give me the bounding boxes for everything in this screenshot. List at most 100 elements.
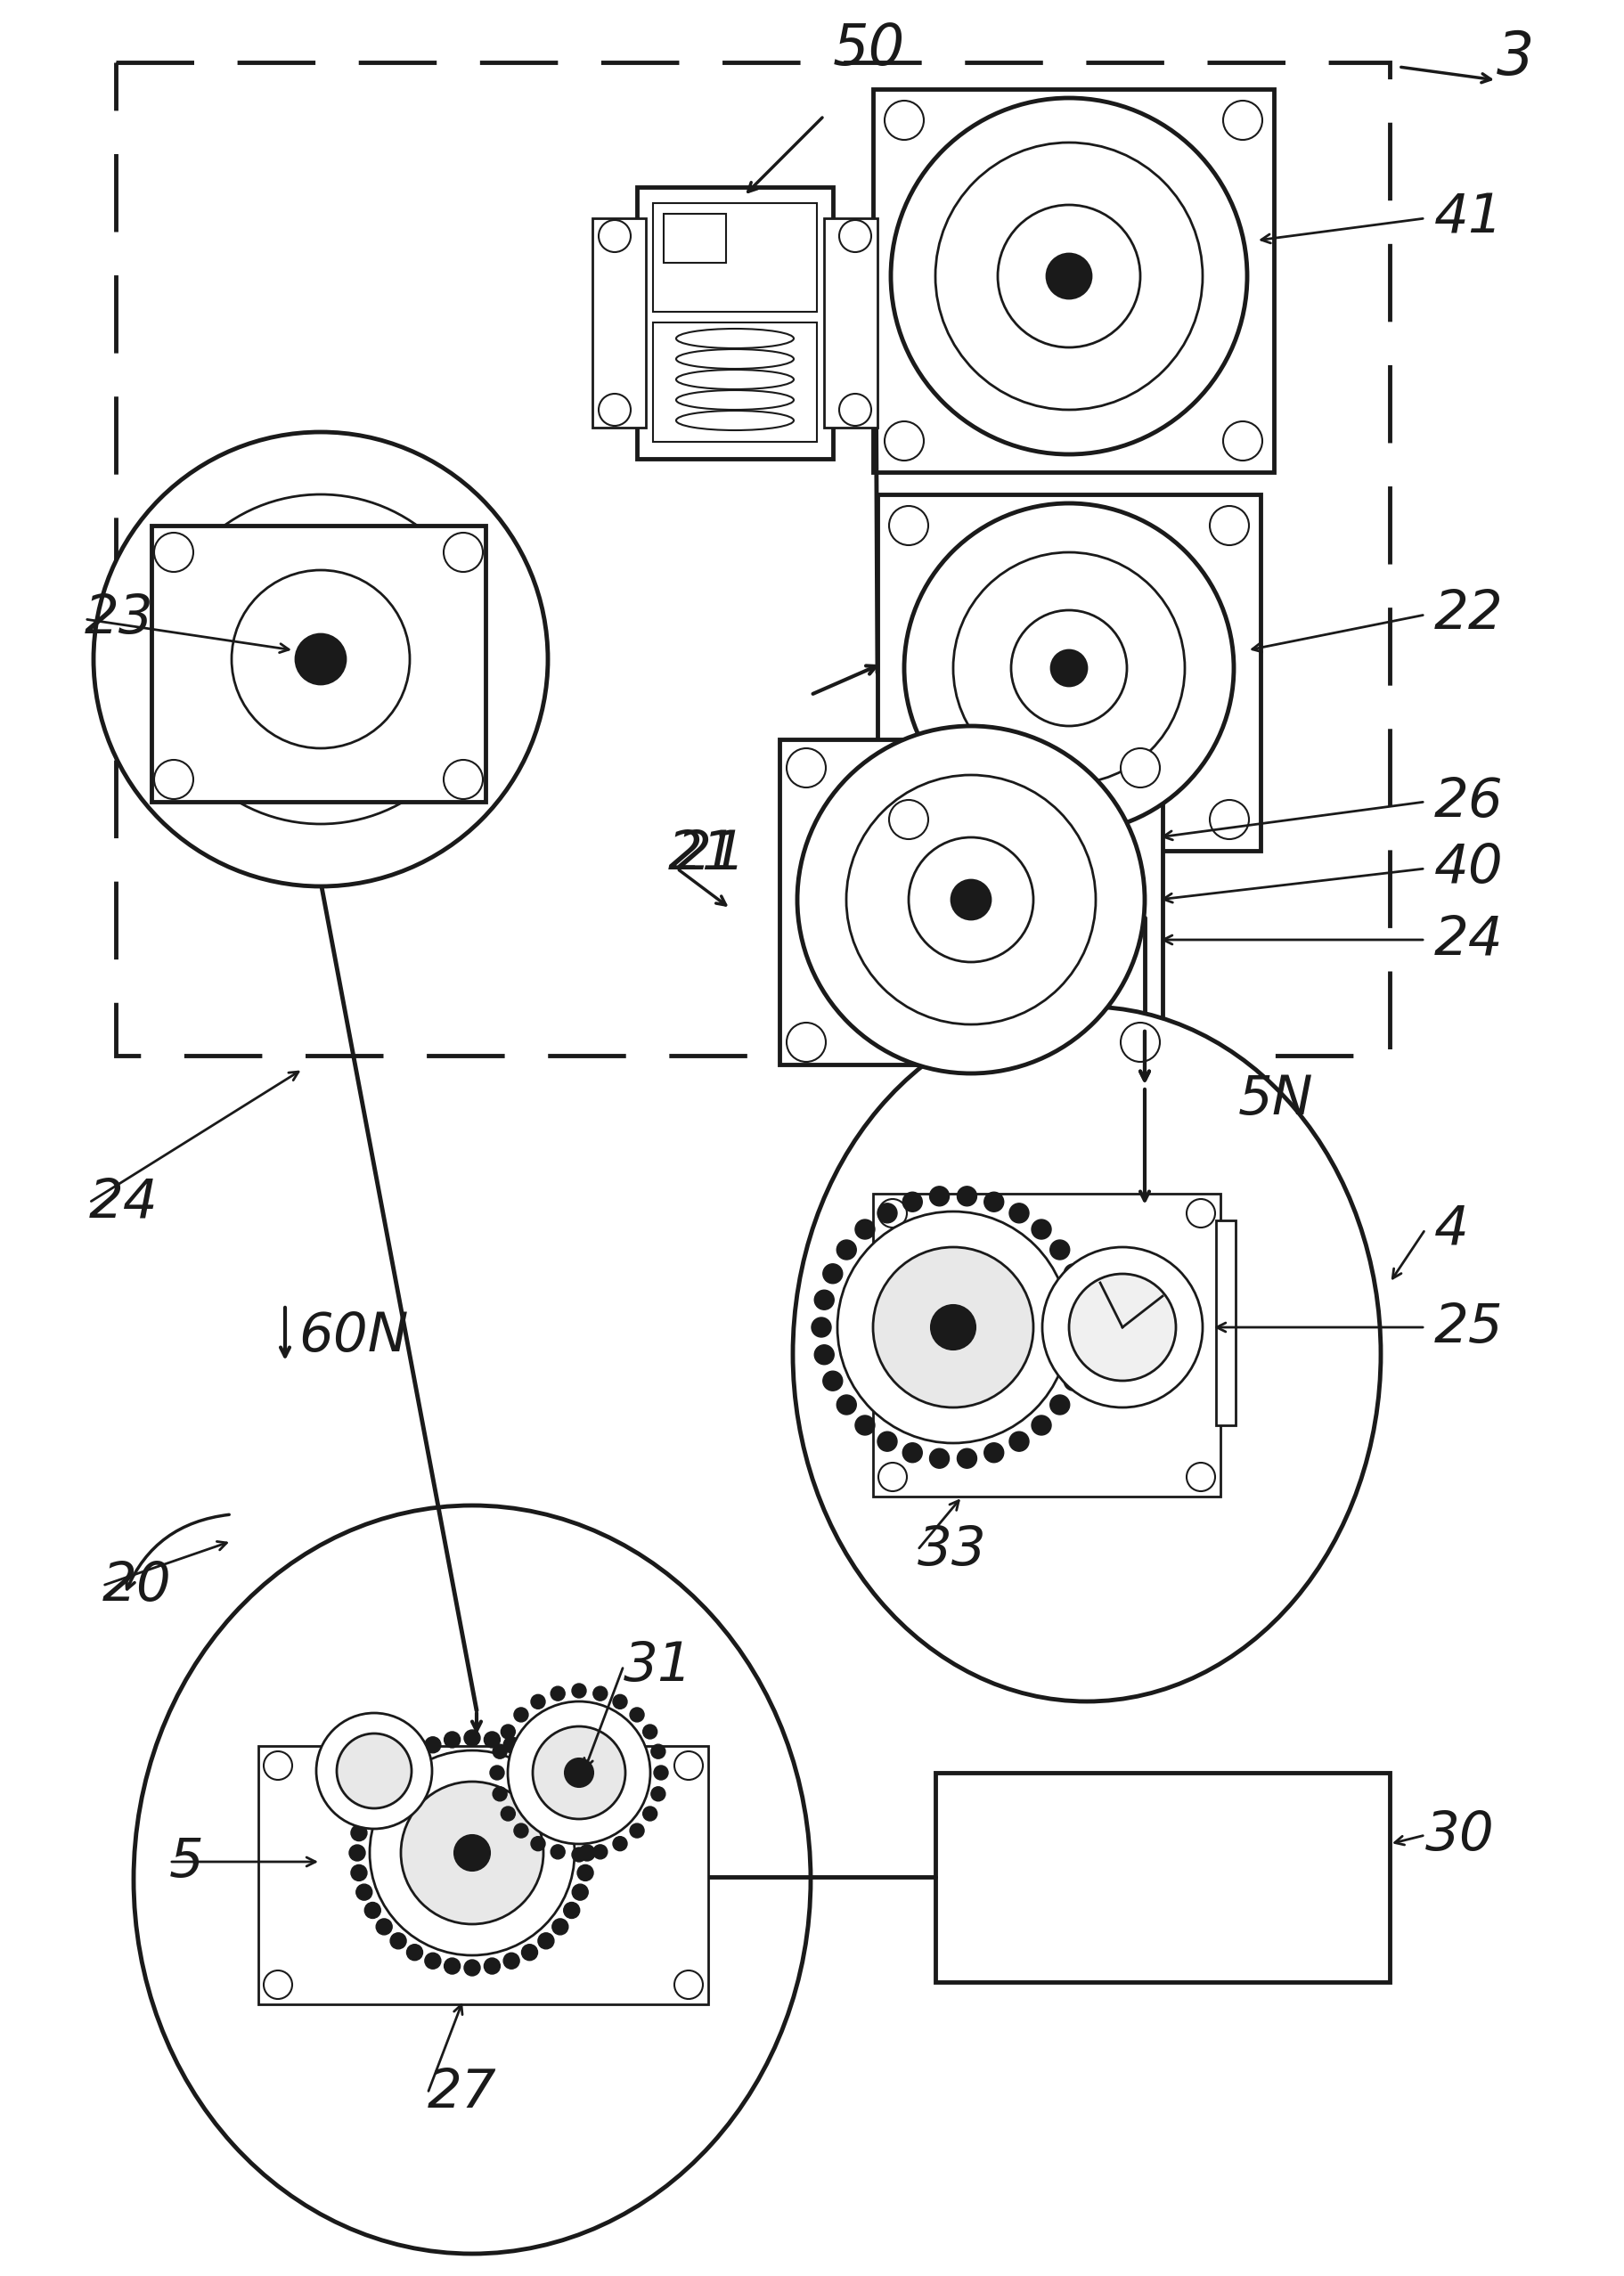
Circle shape: [997, 205, 1140, 348]
Bar: [653, 323, 817, 442]
Bar: [877, 494, 1260, 851]
Circle shape: [564, 1787, 580, 1803]
Circle shape: [154, 533, 193, 571]
Circle shape: [424, 1737, 440, 1753]
Circle shape: [503, 1953, 520, 1969]
Circle shape: [1010, 610, 1127, 726]
Circle shape: [406, 1746, 422, 1762]
Circle shape: [443, 760, 482, 799]
Circle shape: [1121, 1022, 1160, 1063]
Circle shape: [552, 1771, 568, 1787]
Circle shape: [984, 1443, 1004, 1463]
Circle shape: [814, 1345, 833, 1366]
Circle shape: [674, 1750, 703, 1780]
Circle shape: [674, 1971, 703, 1998]
Circle shape: [490, 1766, 503, 1780]
Circle shape: [232, 569, 409, 749]
Circle shape: [872, 1247, 1033, 1407]
Circle shape: [296, 635, 346, 685]
Circle shape: [564, 1903, 580, 1919]
Circle shape: [929, 1448, 948, 1468]
Circle shape: [854, 1416, 874, 1436]
Circle shape: [375, 1919, 391, 1935]
Circle shape: [317, 1714, 432, 1830]
Bar: [593, 218, 645, 428]
Circle shape: [1121, 749, 1160, 787]
Circle shape: [883, 421, 924, 460]
Bar: [872, 89, 1273, 471]
Circle shape: [1049, 1240, 1069, 1259]
Text: 41: 41: [1434, 191, 1502, 244]
Circle shape: [797, 726, 1143, 1074]
Circle shape: [593, 1687, 607, 1700]
Circle shape: [464, 1960, 481, 1976]
Circle shape: [786, 1022, 825, 1063]
Circle shape: [1049, 1395, 1069, 1416]
Circle shape: [598, 394, 630, 426]
Circle shape: [651, 1787, 664, 1800]
Text: 4: 4: [1434, 1204, 1468, 1256]
Circle shape: [854, 1220, 874, 1238]
Circle shape: [577, 1864, 593, 1880]
Text: 27: 27: [427, 2067, 497, 2119]
Circle shape: [838, 394, 870, 426]
Bar: [872, 1193, 1220, 1498]
Circle shape: [521, 1944, 538, 1960]
Text: 30: 30: [1424, 1809, 1494, 1862]
Circle shape: [484, 1732, 500, 1748]
Bar: [1215, 1220, 1234, 1425]
Circle shape: [577, 1825, 593, 1841]
Circle shape: [935, 143, 1202, 410]
Bar: [780, 740, 1161, 1065]
Ellipse shape: [676, 328, 793, 348]
Text: 5: 5: [169, 1834, 203, 1889]
Bar: [258, 1746, 708, 2005]
Circle shape: [364, 1787, 380, 1803]
Circle shape: [364, 1903, 380, 1919]
Text: 26: 26: [1434, 776, 1502, 828]
Circle shape: [630, 1823, 643, 1837]
Text: 24: 24: [89, 1177, 158, 1229]
Bar: [823, 218, 877, 428]
Circle shape: [903, 503, 1233, 833]
Circle shape: [877, 1204, 896, 1222]
Circle shape: [984, 1193, 1004, 1211]
Circle shape: [953, 553, 1184, 783]
Circle shape: [903, 1443, 922, 1463]
Circle shape: [538, 1757, 554, 1773]
Circle shape: [513, 1823, 528, 1837]
Circle shape: [572, 1684, 586, 1698]
Circle shape: [531, 1696, 546, 1709]
Ellipse shape: [793, 1006, 1380, 1702]
Circle shape: [443, 1957, 460, 1973]
Circle shape: [846, 776, 1095, 1024]
Circle shape: [1031, 1220, 1051, 1238]
Ellipse shape: [676, 410, 793, 430]
Circle shape: [552, 1919, 568, 1935]
Circle shape: [572, 1848, 586, 1862]
Circle shape: [888, 505, 927, 546]
Circle shape: [1210, 505, 1249, 546]
Circle shape: [1046, 255, 1091, 298]
Circle shape: [786, 749, 825, 787]
Circle shape: [443, 1732, 460, 1748]
Circle shape: [521, 1746, 538, 1762]
Text: 22: 22: [1434, 589, 1502, 642]
Circle shape: [572, 1885, 588, 1900]
Circle shape: [572, 1805, 588, 1821]
Circle shape: [406, 1944, 422, 1960]
Circle shape: [612, 1696, 627, 1709]
Circle shape: [401, 1782, 542, 1923]
Ellipse shape: [676, 389, 793, 410]
Circle shape: [1069, 1275, 1176, 1382]
Circle shape: [1186, 1199, 1215, 1227]
Circle shape: [356, 1885, 372, 1900]
Circle shape: [356, 1805, 372, 1821]
Text: 24: 24: [1434, 913, 1502, 965]
Circle shape: [1223, 100, 1262, 139]
Circle shape: [156, 494, 486, 824]
Circle shape: [565, 1759, 593, 1787]
Circle shape: [424, 1953, 440, 1969]
Circle shape: [836, 1395, 856, 1416]
Ellipse shape: [133, 1504, 810, 2253]
